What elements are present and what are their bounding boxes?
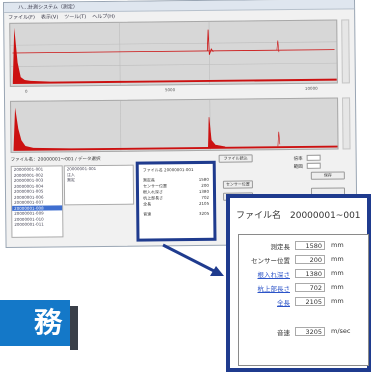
waveform-plot-upper[interactable]	[9, 19, 338, 87]
result-row: センサー位置 200 mm	[239, 255, 368, 268]
save-button[interactable]: 保存	[310, 171, 345, 180]
result-label: センサー位置	[251, 257, 290, 265]
list-item[interactable]: 20000001-011	[14, 221, 44, 227]
upper-plot-scrollbar[interactable]	[341, 19, 350, 84]
result-row: 測定長 1580 mm	[239, 241, 368, 254]
menu-tools[interactable]: ツール(T)	[64, 13, 87, 20]
menu-help[interactable]: ヘルプ(H)	[92, 13, 115, 20]
result-row: 根入れ深さ 1380 mm	[239, 269, 368, 282]
waveform-plot-lower[interactable]	[10, 97, 339, 153]
menu-file[interactable]: ファイル(F)	[8, 14, 35, 21]
detail-item[interactable]: 測定	[66, 177, 75, 183]
result-unit: mm	[331, 269, 344, 277]
app-window: ハ…計測システム（測定） ファイル(F) 表示(V) ツール(T) ヘルプ(H)…	[3, 0, 358, 248]
waveform-lower-svg	[13, 99, 338, 151]
mini-row: 全長 2105	[139, 201, 213, 208]
waveform-lower-spike2	[277, 131, 281, 147]
waveform-lower-spike	[208, 117, 226, 148]
speed-unit: m/sec	[331, 327, 351, 335]
waveform-upper-spike2	[276, 40, 280, 53]
gridline	[120, 100, 122, 151]
axis-tick: 5000	[164, 87, 176, 93]
menu-view[interactable]: 表示(V)	[40, 13, 59, 21]
window-title: ハ…計測システム（測定）	[18, 4, 78, 11]
scale-spinner[interactable]	[306, 154, 321, 161]
waveform-lower-red	[13, 107, 338, 151]
result-panel-small: ファイル名 20000001-001 測定長 1580 センサー位置 200 根…	[135, 160, 217, 242]
result-value: 702	[295, 283, 325, 292]
time-axis: 0 5000 10000	[25, 86, 335, 97]
mini-value: 2105	[198, 200, 210, 206]
mini-label: 音速	[143, 211, 152, 217]
sensor-position-button[interactable]: センサー位置	[222, 180, 253, 189]
waveform-upper-baseline	[12, 49, 335, 54]
axis-tick: 0	[24, 88, 28, 94]
speed-row: 音速 3205 m/sec	[239, 327, 368, 340]
gridline	[10, 62, 337, 67]
result-value: 1380	[295, 269, 325, 278]
result-row: 全長 2105 mm	[239, 297, 368, 310]
result-value: 200	[295, 255, 325, 264]
gridline	[119, 22, 121, 85]
speed-value: 3205	[295, 327, 325, 336]
mini-value: 3205	[199, 210, 210, 216]
scale-label: 倍率	[293, 156, 303, 162]
result-unit: mm	[331, 241, 344, 249]
gridline	[10, 41, 337, 46]
mini-title: ファイル名 20000001-001	[142, 167, 194, 173]
badge-shadow	[70, 306, 78, 350]
detail-listbox[interactable]: 20000001-001 注入 測定	[63, 164, 135, 206]
caption-line: ファイル名：20000001～001 / データ選択	[10, 156, 101, 163]
title-badge: 務	[0, 300, 70, 346]
lower-plot-scrollbar[interactable]	[342, 97, 351, 150]
load-button[interactable]: ファイル読込	[218, 154, 253, 163]
waveform-upper-red	[12, 27, 337, 84]
range-spinner[interactable]	[306, 162, 321, 169]
mini-title-row: ファイル名 20000001-001	[139, 167, 213, 174]
result-unit: mm	[331, 283, 344, 291]
range-label: 範囲	[293, 164, 303, 170]
mini-label: 全長	[143, 201, 152, 207]
mini-row: 音速 3205	[139, 211, 213, 218]
speed-label: 音速	[277, 329, 290, 337]
result-table: 測定長 1580 mm センサー位置 200 mm 根入れ深さ 1380 mm …	[238, 234, 369, 366]
arrow-line	[162, 243, 217, 274]
result-label-link[interactable]: 根入れ深さ	[257, 271, 291, 279]
result-label-link[interactable]: 杭上部長さ	[257, 285, 291, 293]
axis-tick: 10000	[304, 85, 318, 91]
waveform-upper-spike	[206, 29, 214, 55]
result-value: 1580	[295, 241, 325, 250]
zoom-title: ファイル名 20000001~001	[236, 211, 361, 221]
result-unit: mm	[331, 255, 344, 263]
result-unit: mm	[331, 297, 344, 305]
result-label-link[interactable]: 全長	[277, 299, 290, 307]
result-panel-zoomed: ファイル名 20000001~001 測定長 1580 mm センサー位置 20…	[226, 194, 371, 372]
result-value: 2105	[295, 297, 325, 306]
arrow-head	[210, 266, 224, 276]
file-listbox[interactable]: 20000001-001 20000001-002 20000001-003 2…	[10, 165, 64, 238]
waveform-upper-svg	[10, 21, 337, 85]
result-row: 杭上部長さ 702 mm	[239, 283, 368, 296]
result-label: 測定長	[270, 243, 291, 251]
